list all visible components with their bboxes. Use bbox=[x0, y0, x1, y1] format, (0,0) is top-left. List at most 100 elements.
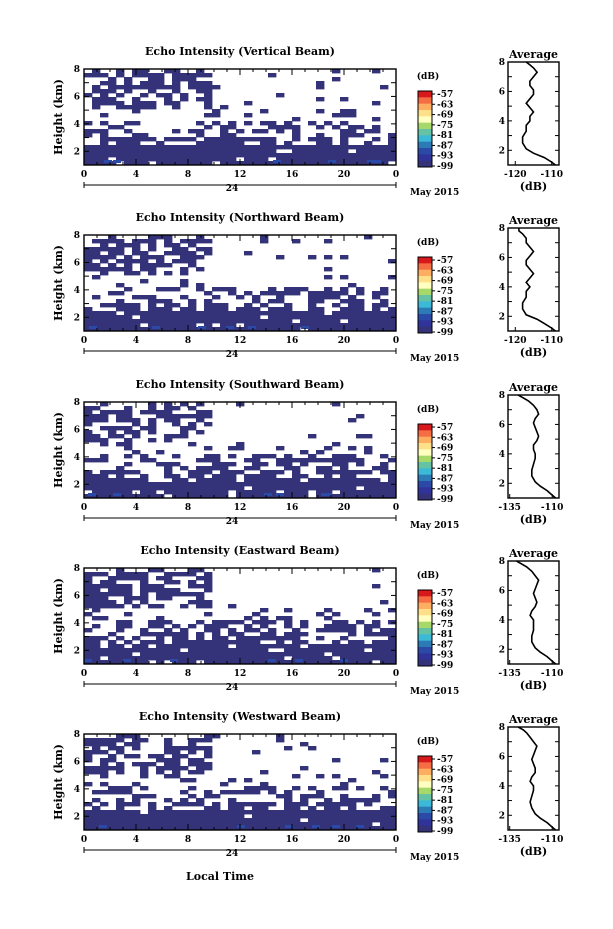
heatmap-cell bbox=[252, 826, 261, 831]
heatmap-cell bbox=[148, 802, 157, 807]
heatmap-cell bbox=[212, 644, 221, 649]
heatmap-cell bbox=[244, 311, 253, 316]
heatmap-cell bbox=[108, 81, 117, 86]
heatmap-cell bbox=[236, 446, 245, 451]
heatmap-cell bbox=[244, 826, 253, 831]
heatmap-cell bbox=[196, 568, 205, 573]
heatmap-cell bbox=[100, 774, 109, 779]
heatmap-cell bbox=[295, 659, 303, 662]
heatmap-cell bbox=[340, 470, 349, 475]
panel-1-colorbar-label: -99 bbox=[437, 162, 453, 172]
heatmap-cell bbox=[196, 430, 205, 435]
heatmap-cell bbox=[356, 299, 365, 304]
panel-3-colorbar-label: -63 bbox=[437, 433, 453, 443]
panel-1-ytick-label: 8 bbox=[74, 65, 80, 75]
panel-5-colorbar-label: -69 bbox=[437, 776, 453, 786]
heatmap-cell bbox=[84, 434, 93, 439]
heatmap-cell bbox=[276, 482, 285, 487]
heatmap-cell bbox=[308, 806, 317, 811]
heatmap-cell bbox=[284, 636, 293, 641]
heatmap-cell bbox=[164, 251, 173, 256]
heatmap-cell bbox=[196, 69, 205, 74]
heatmap-cell bbox=[356, 490, 365, 495]
heatmap-cell bbox=[260, 311, 269, 316]
colorbar-segment bbox=[418, 116, 432, 124]
heatmap-cell bbox=[356, 620, 365, 625]
heatmap-cell bbox=[204, 754, 213, 759]
heatmap-cell bbox=[364, 652, 373, 657]
heatmap-cell bbox=[300, 458, 309, 463]
heatmap-cell bbox=[172, 129, 181, 134]
heatmap-cell bbox=[324, 494, 333, 499]
heatmap-cell bbox=[316, 291, 325, 296]
heatmap-cell bbox=[260, 474, 269, 479]
heatmap-cell bbox=[116, 319, 125, 324]
heatmap-cell bbox=[324, 145, 333, 150]
heatmap-cell bbox=[292, 640, 301, 645]
heatmap-cell bbox=[212, 319, 221, 324]
heatmap-cell bbox=[356, 656, 365, 661]
heatmap-cell bbox=[196, 592, 205, 597]
heatmap-cell bbox=[140, 474, 149, 479]
panel-5-avg-title: Average bbox=[508, 713, 558, 726]
heatmap-cell bbox=[180, 430, 189, 435]
heatmap-cell bbox=[332, 620, 341, 625]
panel-1-avg-ytick-label: 6 bbox=[499, 87, 505, 97]
heatmap-cell bbox=[348, 474, 357, 479]
heatmap-cell bbox=[364, 145, 373, 150]
panel-1-heatmap bbox=[84, 69, 397, 166]
heatmap-cell bbox=[180, 327, 189, 332]
heatmap-cell bbox=[132, 486, 141, 491]
panel-3-xtick-label: 16 bbox=[286, 503, 299, 513]
heatmap-cell bbox=[108, 648, 117, 653]
heatmap-cell bbox=[92, 588, 101, 593]
heatmap-cell bbox=[172, 814, 181, 819]
heatmap-cell bbox=[188, 568, 197, 573]
colorbar-segment bbox=[418, 590, 432, 597]
heatmap-cell bbox=[348, 283, 357, 288]
heatmap-cell bbox=[84, 438, 93, 443]
heatmap-cell bbox=[284, 153, 293, 158]
heatmap-cell bbox=[116, 652, 125, 657]
heatmap-cell bbox=[372, 291, 381, 296]
heatmap-cell bbox=[220, 652, 229, 657]
heatmap-cell bbox=[84, 263, 93, 268]
panel-5-ytick-label: 8 bbox=[74, 730, 80, 740]
heatmap-cell bbox=[316, 644, 325, 649]
heatmap-cell bbox=[84, 494, 93, 499]
heatmap-cell bbox=[140, 149, 149, 154]
heatmap-cell bbox=[100, 141, 109, 146]
heatmap-cell bbox=[164, 462, 173, 467]
heatmap-cell bbox=[116, 656, 125, 661]
heatmap-cell bbox=[180, 826, 189, 831]
heatmap-cell bbox=[148, 418, 157, 423]
heatmap-cell bbox=[108, 656, 117, 661]
heatmap-cell bbox=[292, 117, 301, 122]
panel-1-xtick-label: 12 bbox=[234, 170, 247, 180]
heatmap-cell bbox=[132, 311, 141, 316]
heatmap-cell bbox=[188, 750, 197, 755]
heatmap-cell bbox=[324, 137, 333, 142]
heatmap-cell bbox=[84, 133, 93, 138]
heatmap-cell bbox=[124, 149, 133, 154]
heatmap-cell bbox=[244, 660, 253, 665]
heatmap-cell bbox=[100, 137, 109, 142]
heatmap-cell bbox=[140, 648, 149, 653]
heatmap-cell bbox=[116, 251, 125, 256]
heatmap-cell bbox=[373, 160, 381, 163]
heatmap-cell bbox=[156, 462, 165, 467]
heatmap-cell bbox=[324, 628, 333, 633]
heatmap-cell bbox=[140, 137, 149, 142]
heatmap-cell bbox=[380, 323, 389, 328]
heatmap-cell bbox=[388, 818, 397, 823]
heatmap-cell bbox=[140, 814, 149, 819]
heatmap-cell bbox=[372, 640, 381, 645]
heatmap-cell bbox=[364, 628, 373, 633]
heatmap-cell bbox=[276, 93, 285, 98]
heatmap-cell bbox=[116, 766, 125, 771]
heatmap-cell bbox=[284, 814, 293, 819]
heatmap-cell bbox=[300, 149, 309, 154]
heatmap-cell bbox=[132, 746, 141, 751]
heatmap-cell bbox=[276, 470, 285, 475]
heatmap-cell bbox=[156, 636, 165, 641]
